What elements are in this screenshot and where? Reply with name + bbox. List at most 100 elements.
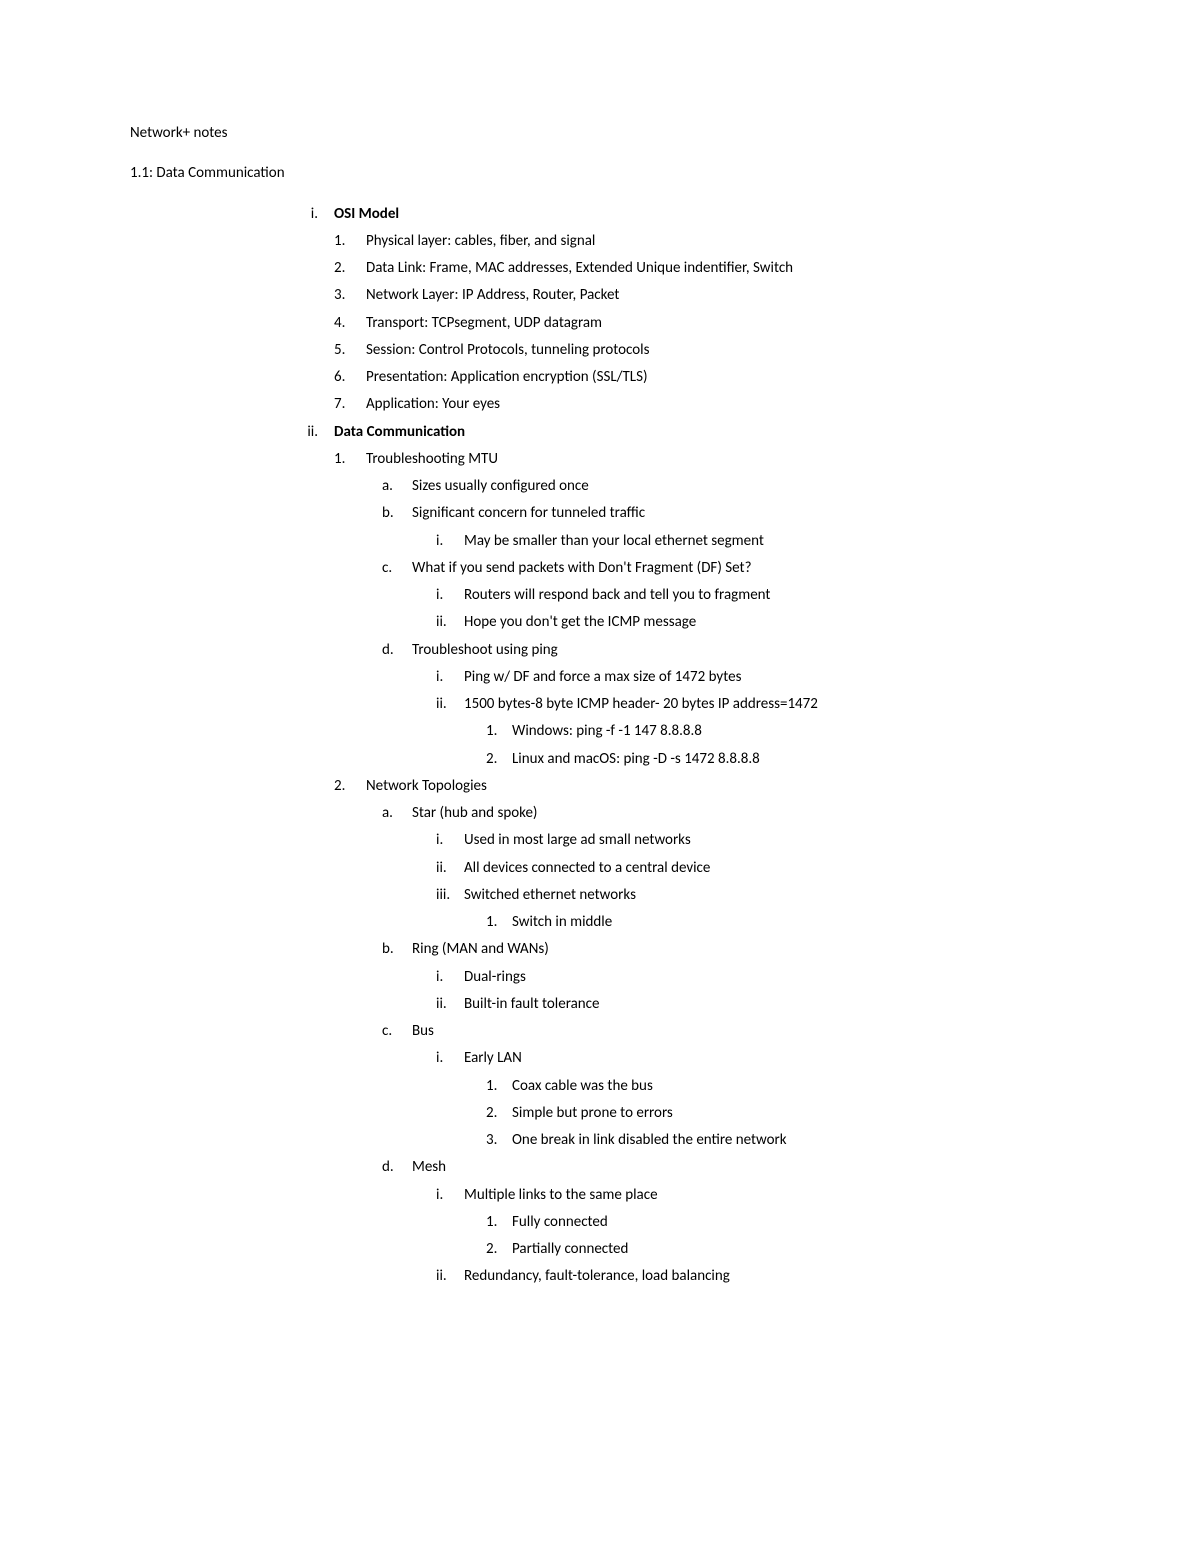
sub-roman-marker: ii. <box>436 855 464 881</box>
sub-roman-marker: ii. <box>436 991 464 1017</box>
item-text: All devices connected to a central devic… <box>464 855 1070 881</box>
list-item: i. May be smaller than your local ethern… <box>436 528 1070 554</box>
list-item: ii. Hope you don't get the ICMP message <box>436 609 1070 635</box>
outline-label: Data Communication <box>334 419 465 445</box>
alpha-marker: b. <box>382 500 412 526</box>
item-text: Multiple links to the same place <box>464 1182 1070 1208</box>
alpha-marker: d. <box>382 1154 412 1180</box>
sub-roman-marker: i. <box>436 1182 464 1208</box>
num-marker: 2. <box>334 255 366 281</box>
list-item: 3. One break in link disabled the entire… <box>486 1127 1070 1153</box>
roman-marker: ii. <box>298 419 334 445</box>
alpha-marker: d. <box>382 637 412 663</box>
list-item: 7. Application: Your eyes <box>334 391 1070 417</box>
item-text: Switch in middle <box>512 909 1070 935</box>
document-title: Network+ notes <box>130 120 1070 146</box>
sub-roman-marker: ii. <box>436 1263 464 1289</box>
alpha-marker: a. <box>382 800 412 826</box>
list-item: 1. Coax cable was the bus <box>486 1073 1070 1099</box>
num-marker: 2. <box>334 773 366 799</box>
sub-list: i. Ping w/ DF and force a max size of 14… <box>382 664 1070 772</box>
list-item: a. Sizes usually configured once <box>382 473 1070 499</box>
sub-roman-marker: iii. <box>436 882 464 908</box>
item-text: Built-in fault tolerance <box>464 991 1070 1017</box>
item-text: Presentation: Application encryption (SS… <box>366 364 1070 390</box>
item-text: Transport: TCPsegment, UDP datagram <box>366 310 1070 336</box>
deep-list: 1. Switch in middle <box>436 909 1070 935</box>
item-text: Linux and macOS: ping -D -s 1472 8.8.8.8 <box>512 746 1070 772</box>
item-text: Switched ethernet networks <box>464 882 1070 908</box>
list-item: c. What if you send packets with Don't F… <box>382 555 1070 581</box>
alpha-marker: c. <box>382 555 412 581</box>
sub-list: i. Early LAN 1. Coax cable was the bus 2… <box>382 1045 1070 1153</box>
outline-item-osi-model: i. OSI Model <box>298 201 1070 227</box>
outline-content: i. OSI Model 1. Physical layer: cables, … <box>130 201 1070 1290</box>
item-text: Bus <box>412 1018 1070 1044</box>
num-marker: 3. <box>334 282 366 308</box>
item-text: Used in most large ad small networks <box>464 827 1070 853</box>
deep-num-marker: 1. <box>486 1209 512 1235</box>
list-item: b. Ring (MAN and WANs) <box>382 936 1070 962</box>
item-text: Sizes usually configured once <box>412 473 1070 499</box>
sub-list: i. Dual-rings ii. Built-in fault toleran… <box>382 964 1070 1018</box>
osi-model-list: 1. Physical layer: cables, fiber, and si… <box>298 228 1070 418</box>
item-text: Windows: ping -f -1 147 8.8.8.8 <box>512 718 1070 744</box>
list-item: i. Early LAN <box>436 1045 1070 1071</box>
list-item: ii. 1500 bytes-8 byte ICMP header- 20 by… <box>436 691 1070 717</box>
sub-list: i. Routers will respond back and tell yo… <box>382 582 1070 636</box>
list-item: 5. Session: Control Protocols, tunneling… <box>334 337 1070 363</box>
sub-roman-marker: i. <box>436 664 464 690</box>
sub-roman-marker: i. <box>436 528 464 554</box>
item-text: Fully connected <box>512 1209 1070 1235</box>
sub-list: i. May be smaller than your local ethern… <box>382 528 1070 554</box>
item-text: Network Topologies <box>366 773 1070 799</box>
item-text: Mesh <box>412 1154 1070 1180</box>
item-text: Routers will respond back and tell you t… <box>464 582 1070 608</box>
num-marker: 7. <box>334 391 366 417</box>
list-item: 4. Transport: TCPsegment, UDP datagram <box>334 310 1070 336</box>
item-text: Hope you don't get the ICMP message <box>464 609 1070 635</box>
item-text: 1500 bytes-8 byte ICMP header- 20 bytes … <box>464 691 1070 717</box>
num-marker: 5. <box>334 337 366 363</box>
list-item: 2. Linux and macOS: ping -D -s 1472 8.8.… <box>486 746 1070 772</box>
item-text: Session: Control Protocols, tunneling pr… <box>366 337 1070 363</box>
list-item: i. Multiple links to the same place <box>436 1182 1070 1208</box>
item-text: Data Link: Frame, MAC addresses, Extende… <box>366 255 1070 281</box>
sub-roman-marker: i. <box>436 964 464 990</box>
list-item: iii. Switched ethernet networks <box>436 882 1070 908</box>
list-item: 1. Windows: ping -f -1 147 8.8.8.8 <box>486 718 1070 744</box>
item-text: Troubleshooting MTU <box>366 446 1070 472</box>
deep-num-marker: 2. <box>486 1236 512 1262</box>
list-item: ii. All devices connected to a central d… <box>436 855 1070 881</box>
deep-num-marker: 1. <box>486 909 512 935</box>
list-item: 1. Troubleshooting MTU <box>334 446 1070 472</box>
alpha-marker: b. <box>382 936 412 962</box>
list-item: 6. Presentation: Application encryption … <box>334 364 1070 390</box>
list-item: i. Routers will respond back and tell yo… <box>436 582 1070 608</box>
list-item: i. Used in most large ad small networks <box>436 827 1070 853</box>
section-heading: 1.1: Data Communication <box>130 160 1070 186</box>
list-item: 1. Switch in middle <box>486 909 1070 935</box>
item-text: Partially connected <box>512 1236 1070 1262</box>
list-item: 2. Network Topologies <box>334 773 1070 799</box>
item-text: One break in link disabled the entire ne… <box>512 1127 1070 1153</box>
roman-marker: i. <box>298 201 334 227</box>
list-item: 2. Data Link: Frame, MAC addresses, Exte… <box>334 255 1070 281</box>
outline-item-data-communication: ii. Data Communication <box>298 419 1070 445</box>
item-text: Dual-rings <box>464 964 1070 990</box>
deep-num-marker: 1. <box>486 718 512 744</box>
deep-num-marker: 3. <box>486 1127 512 1153</box>
list-item: d. Mesh <box>382 1154 1070 1180</box>
item-text: What if you send packets with Don't Frag… <box>412 555 1070 581</box>
item-text: Significant concern for tunneled traffic <box>412 500 1070 526</box>
deep-list: 1. Coax cable was the bus 2. Simple but … <box>436 1073 1070 1154</box>
list-item: d. Troubleshoot using ping <box>382 637 1070 663</box>
num-marker: 4. <box>334 310 366 336</box>
item-text: Simple but prone to errors <box>512 1100 1070 1126</box>
sub-roman-marker: i. <box>436 1045 464 1071</box>
item-text: Troubleshoot using ping <box>412 637 1070 663</box>
list-item: 1. Physical layer: cables, fiber, and si… <box>334 228 1070 254</box>
sub-list: i. Multiple links to the same place 1. F… <box>382 1182 1070 1290</box>
list-item: a. Star (hub and spoke) <box>382 800 1070 826</box>
deep-num-marker: 2. <box>486 1100 512 1126</box>
